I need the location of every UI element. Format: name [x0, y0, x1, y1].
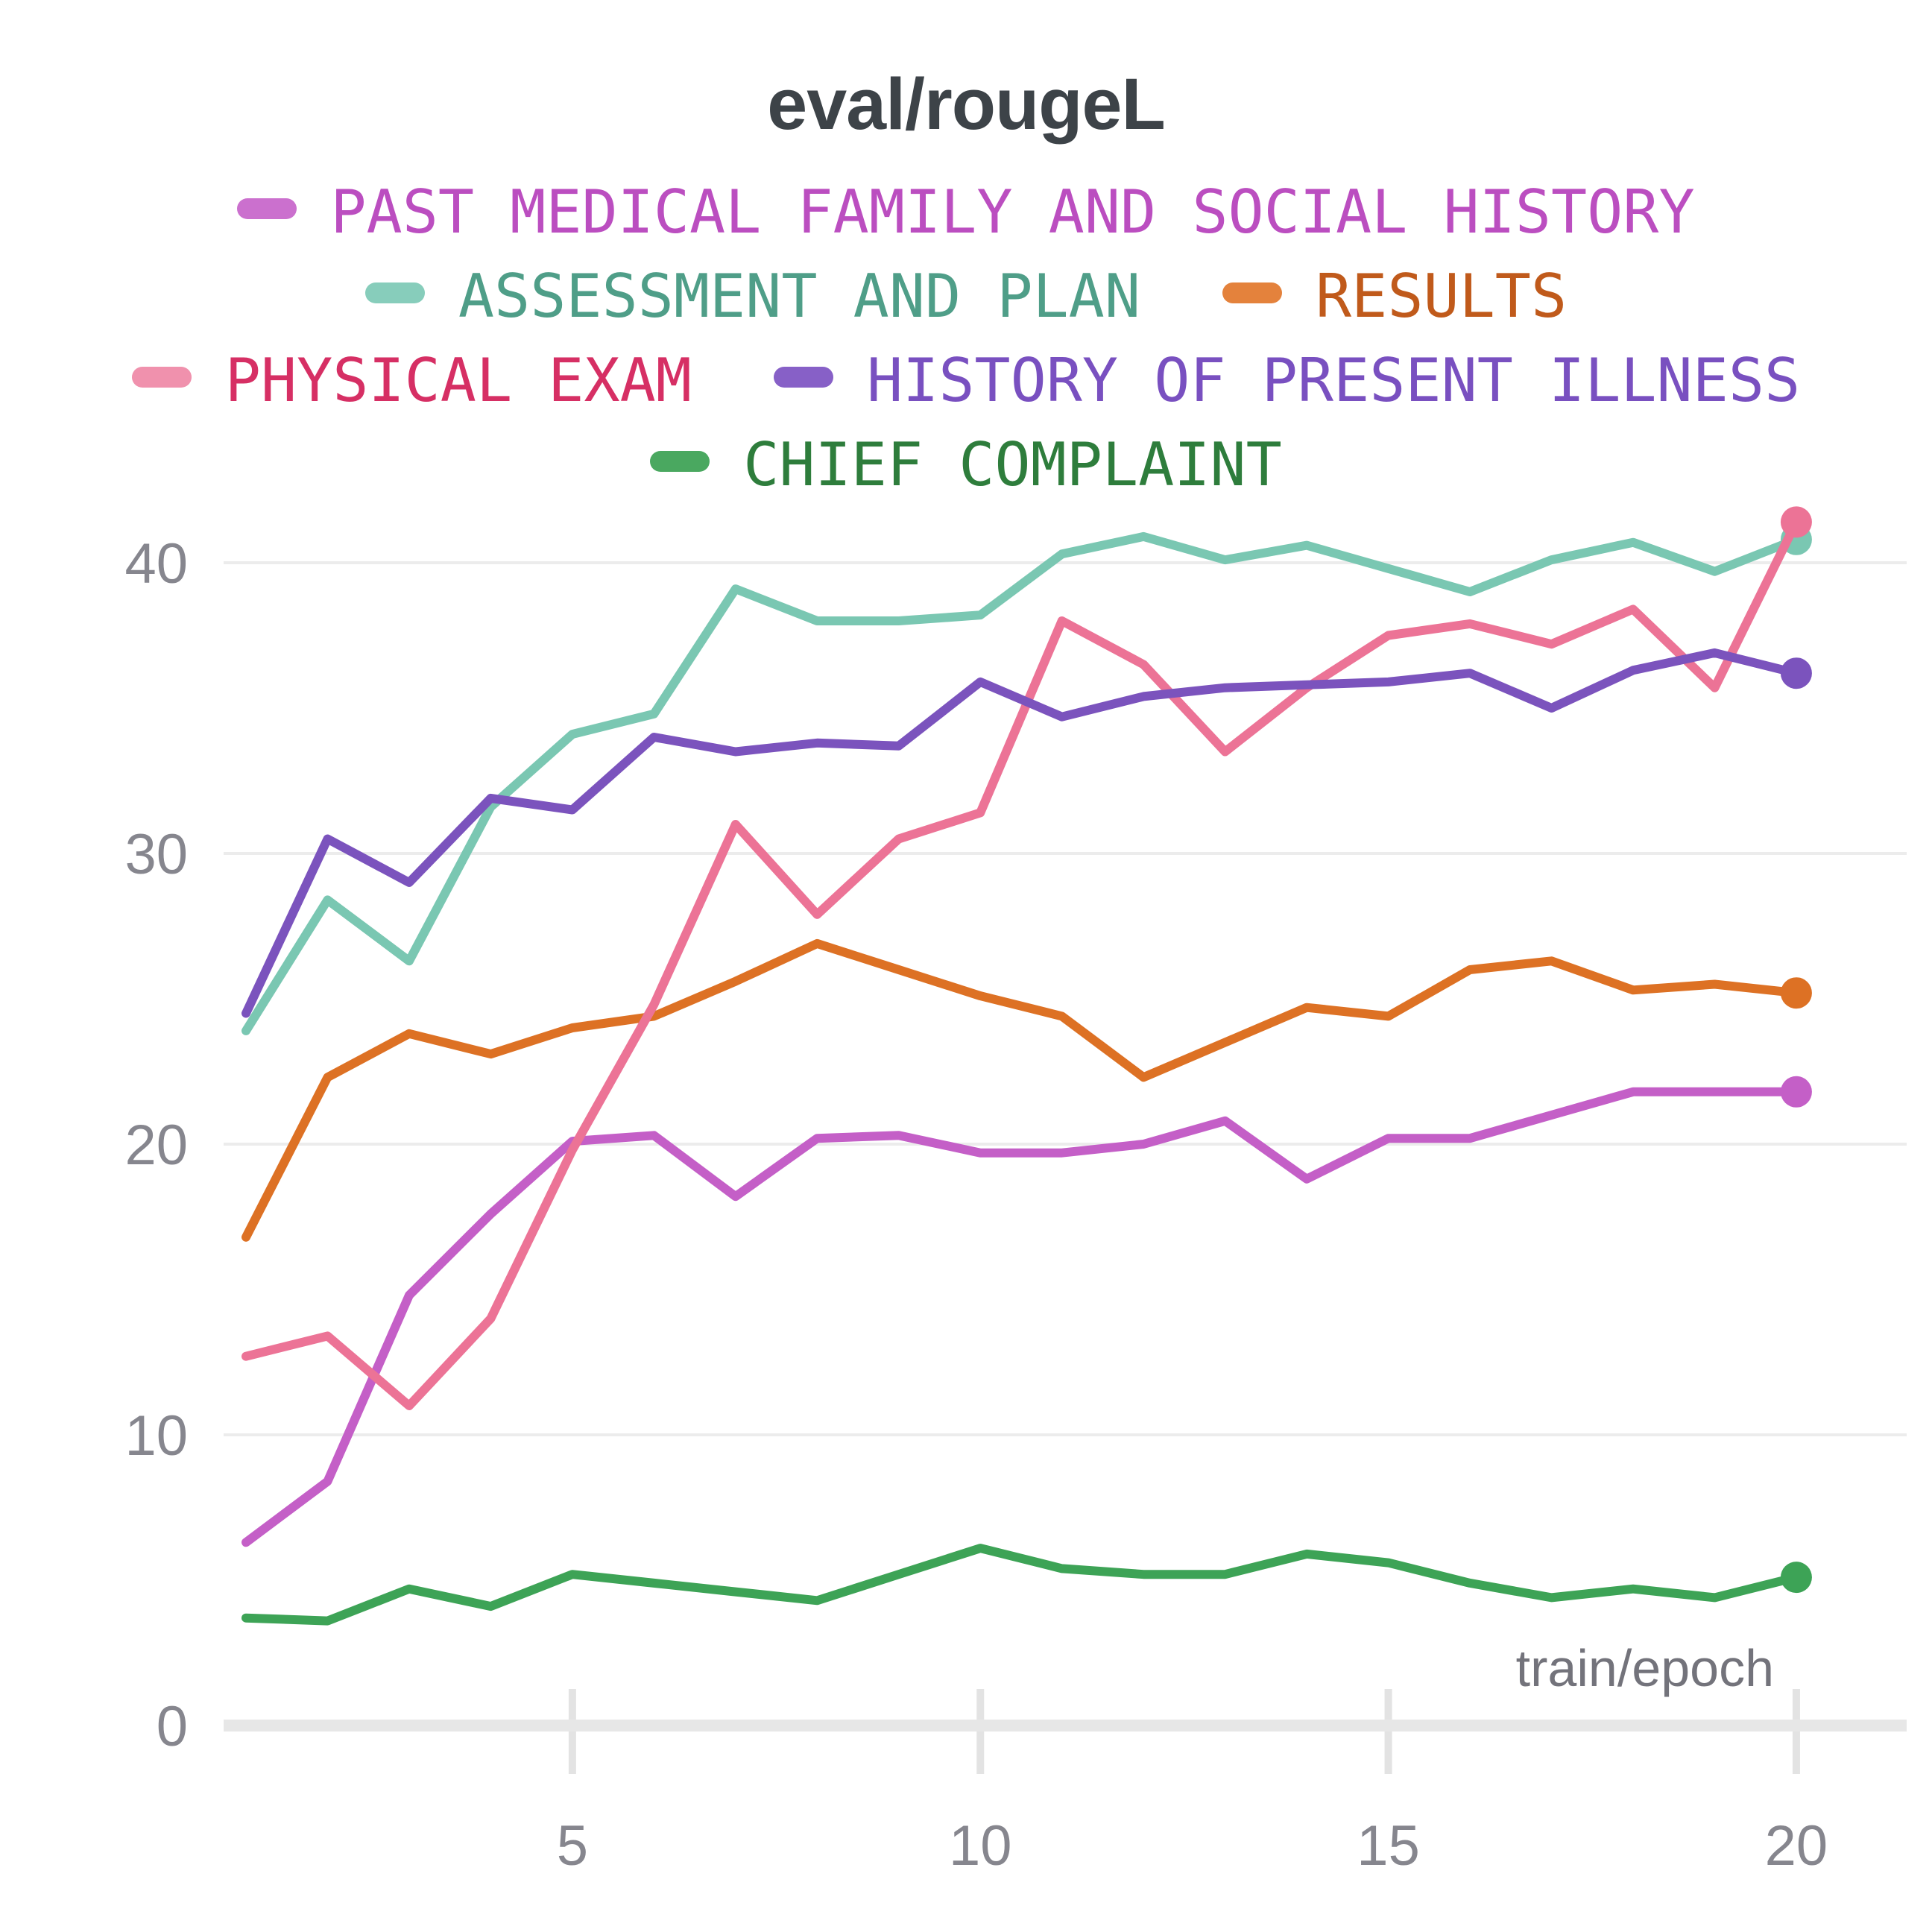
series-line-assessment[interactable]: [242, 531, 1801, 1035]
legend-swatch-icon: [364, 282, 425, 303]
legend-label: HISTORY OF PRESENT ILLNESS: [866, 346, 1801, 415]
legend-item-chief_complaint[interactable]: CHIEF COMPLAINT: [650, 430, 1282, 499]
end-marker-physical_exam: [1780, 506, 1812, 538]
legend-swatch-icon: [650, 450, 710, 472]
legend-label: PAST MEDICAL FAMILY AND SOCIAL HISTORY: [330, 177, 1695, 247]
series-line-chief_complaint[interactable]: [242, 1544, 1801, 1626]
legend-row: PAST MEDICAL FAMILY AND SOCIAL HISTORY: [0, 177, 1932, 262]
legend-item-assessment[interactable]: ASSESSMENT AND PLAN: [364, 262, 1140, 331]
legend-swatch-icon: [1222, 282, 1282, 303]
y-tick-label: 10: [124, 1404, 188, 1468]
legend-swatch-icon: [773, 366, 833, 388]
end-marker-results: [1780, 977, 1812, 1009]
series-line-physical_exam[interactable]: [242, 517, 1801, 1410]
legend-row: ASSESSMENT AND PLAN RESULTS: [0, 262, 1932, 346]
legend: PAST MEDICAL FAMILY AND SOCIAL HISTORY AS…: [0, 177, 1932, 514]
legend-label: ASSESSMENT AND PLAN: [458, 262, 1140, 331]
series-line-hpi[interactable]: [242, 648, 1801, 1018]
legend-item-physical_exam[interactable]: PHYSICAL EXAM: [131, 346, 692, 415]
legend-swatch-icon: [131, 366, 192, 388]
series-line-results[interactable]: [242, 938, 1801, 1242]
x-tick-label: 10: [949, 1814, 1012, 1878]
series-line-past_medical[interactable]: [242, 1087, 1801, 1547]
legend-row: CHIEF COMPLAINT: [0, 430, 1932, 514]
x-axis-label: train/epoch: [1516, 1639, 1774, 1697]
y-tick-label: 20: [124, 1114, 188, 1177]
x-tick-label: 20: [1765, 1814, 1828, 1878]
end-marker-chief_complaint: [1780, 1562, 1812, 1594]
legend-item-results[interactable]: RESULTS: [1222, 262, 1567, 331]
legend-item-past_medical[interactable]: PAST MEDICAL FAMILY AND SOCIAL HISTORY: [237, 177, 1695, 247]
x-tick-label: 5: [557, 1814, 588, 1878]
y-tick-label: 40: [124, 532, 188, 596]
x-tick-label: 15: [1357, 1814, 1420, 1878]
legend-swatch-icon: [237, 198, 297, 219]
y-tick-label: 30: [124, 823, 188, 886]
chart-title: eval/rougeL: [767, 63, 1165, 145]
end-marker-hpi: [1780, 657, 1812, 689]
x-axis-line: [224, 1720, 1907, 1731]
legend-label: PHYSICAL EXAM: [224, 346, 692, 415]
legend-row: PHYSICAL EXAM HISTORY OF PRESENT ILLNESS: [0, 346, 1932, 430]
legend-label: CHIEF COMPLAINT: [743, 430, 1282, 499]
y-tick-label: 0: [157, 1695, 188, 1758]
end-marker-past_medical: [1780, 1076, 1812, 1108]
legend-item-hpi[interactable]: HISTORY OF PRESENT ILLNESS: [773, 346, 1801, 415]
legend-label: RESULTS: [1315, 262, 1568, 331]
